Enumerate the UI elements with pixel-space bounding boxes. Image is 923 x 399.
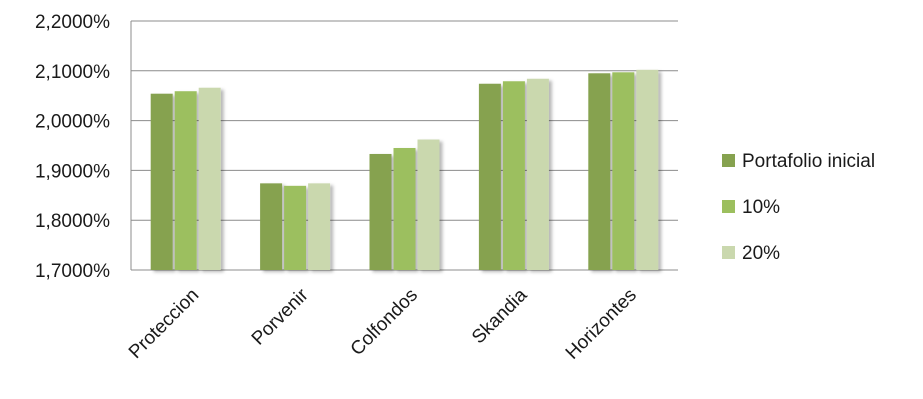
bar-proteccion-series-0	[150, 93, 173, 270]
category-label: Porvenir	[248, 284, 313, 349]
bar-horizontes-series-2	[636, 69, 659, 270]
legend-swatch	[722, 246, 735, 259]
bar-porvenir-series-0	[260, 183, 283, 270]
legend-label: 20%	[742, 243, 780, 264]
y-tick-label: 1,7000%	[35, 261, 110, 282]
bar-skandia-series-2	[526, 78, 549, 270]
y-tick-label: 1,8000%	[35, 211, 110, 232]
category-label: Proteccion	[125, 285, 203, 363]
legend-label: 10%	[742, 197, 780, 218]
category-label: Horizontes	[562, 285, 641, 364]
bar-proteccion-series-2	[198, 87, 221, 271]
y-tick-label: 2,0000%	[35, 112, 110, 133]
bar-porvenir-series-1	[284, 185, 307, 270]
legend-swatch	[722, 154, 735, 167]
legend-swatch	[722, 200, 735, 213]
category-label: Skandia	[468, 284, 532, 348]
bar-proteccion-series-1	[174, 91, 197, 270]
bar-horizontes-series-1	[612, 72, 635, 270]
bar-skandia-series-0	[478, 83, 501, 270]
x-axis-category-labels: Proteccion Porvenir Colfondos Skandia Horizo…	[125, 284, 641, 364]
y-tick-label: 1,9000%	[35, 161, 110, 182]
legend-label: Portafolio inicial	[742, 151, 875, 172]
y-tick-label: 2,2000%	[35, 12, 110, 33]
bar-horizontes-series-0	[588, 73, 611, 270]
bars	[150, 69, 659, 271]
bar-colfondos-series-1	[393, 147, 416, 270]
legend: Portafolio inicial 10% 20%	[722, 151, 875, 264]
bar-skandia-series-1	[502, 81, 525, 271]
category-label: Colfondos	[347, 285, 422, 360]
bar-porvenir-series-2	[308, 183, 331, 270]
bar-colfondos-series-0	[369, 153, 392, 270]
y-tick-label: 2,1000%	[35, 62, 110, 83]
y-axis-tick-labels: 1,7000% 1,8000% 1,9000% 2,0000% 2,1000% 2,200…	[35, 12, 110, 282]
bar-colfondos-series-2	[417, 139, 440, 270]
